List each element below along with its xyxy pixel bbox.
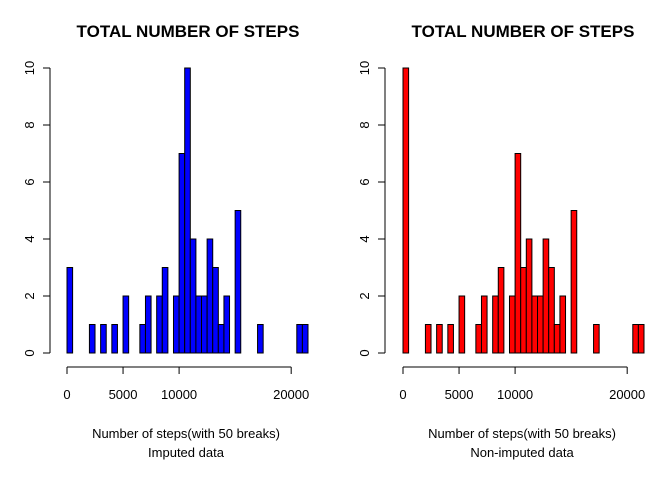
histogram-bar — [301, 324, 309, 354]
y-axis: 0 2 4 6 8 10 — [357, 61, 386, 357]
y-axis: 0 2 4 6 8 10 — [22, 61, 51, 357]
histogram-bar — [458, 295, 466, 354]
histogram-panel-non-imputed: TOTAL NUMBER OF STEPS 0 2 4 6 8 10 0 5000 10000… — [357, 22, 645, 460]
y-tick-label: 10 — [22, 61, 37, 75]
chart-subtitle: Non-imputed data — [470, 445, 574, 460]
histogram-bar — [553, 324, 561, 354]
y-tick-label: 0 — [357, 349, 372, 356]
x-tick-label: 0 — [399, 387, 406, 402]
histogram-bar — [531, 295, 539, 354]
histogram-bar — [296, 324, 303, 354]
histogram-bar — [508, 295, 516, 354]
histogram-bar — [111, 324, 118, 354]
histogram-bar — [144, 295, 152, 354]
x-tick-label: 0 — [63, 387, 70, 402]
x-tick-label: 5000 — [109, 387, 138, 402]
chart-title: TOTAL NUMBER OF STEPS — [412, 22, 635, 41]
x-axis-label: Number of steps(with 50 breaks) — [92, 426, 280, 441]
histogram-bar — [402, 67, 410, 354]
x-axis-label: Number of steps(with 50 breaks) — [428, 426, 616, 441]
y-tick-label: 8 — [357, 121, 372, 128]
bar-group — [402, 67, 645, 354]
histogram-bar — [542, 238, 550, 354]
x-tick-label: 20000 — [609, 387, 645, 402]
histogram-bar — [480, 295, 488, 354]
histogram-bar — [570, 210, 578, 354]
x-axis: 0 5000 10000 20000 — [399, 366, 645, 402]
chart-subtitle: Imputed data — [148, 445, 225, 460]
y-tick-label: 4 — [357, 235, 372, 242]
histogram-bar — [100, 324, 107, 354]
histogram-bar — [161, 267, 169, 354]
histogram-bar — [424, 324, 432, 354]
histogram-bar — [88, 324, 96, 354]
histogram-bar — [201, 295, 208, 354]
y-tick-label: 2 — [22, 292, 37, 299]
y-tick-label: 10 — [357, 61, 372, 75]
histogram-bar — [525, 238, 533, 354]
histogram-bar — [217, 324, 225, 354]
y-tick-label: 6 — [22, 178, 37, 185]
histogram-bar — [537, 295, 544, 354]
histogram-bar — [497, 267, 505, 354]
histogram-bar — [195, 295, 203, 354]
histogram-bar — [520, 267, 527, 354]
chart-title: TOTAL NUMBER OF STEPS — [77, 22, 300, 41]
histogram-bar — [514, 153, 522, 354]
histogram-bar — [223, 295, 231, 354]
histogram-bar — [212, 267, 219, 354]
y-tick-label: 0 — [22, 349, 37, 356]
histogram-bar — [66, 267, 74, 354]
x-tick-label: 10000 — [497, 387, 533, 402]
histogram-bar — [637, 324, 645, 354]
histogram-bar — [436, 324, 443, 354]
histogram-panel-imputed: TOTAL NUMBER OF STEPS 0 2 4 6 8 10 0 5000 10000… — [22, 22, 309, 460]
histogram-bar — [178, 153, 186, 354]
x-tick-label: 20000 — [273, 387, 309, 402]
histogram-bar — [139, 324, 146, 354]
histogram-bar — [559, 295, 567, 354]
histogram-bar — [172, 295, 180, 354]
y-tick-label: 8 — [22, 121, 37, 128]
histogram-bar — [156, 295, 163, 354]
histogram-bar — [492, 295, 499, 354]
x-tick-label: 10000 — [161, 387, 197, 402]
y-tick-label: 6 — [357, 178, 372, 185]
histogram-bar — [206, 238, 214, 354]
histogram-bar — [632, 324, 639, 354]
histogram-bar — [548, 267, 555, 354]
histogram-bar — [234, 210, 242, 354]
x-axis: 0 5000 10000 20000 — [63, 366, 309, 402]
x-tick-label: 5000 — [445, 387, 474, 402]
histogram-bar — [447, 324, 454, 354]
histogram-bar — [122, 295, 130, 354]
y-tick-label: 2 — [357, 292, 372, 299]
bar-group — [66, 67, 309, 354]
histogram-bar — [475, 324, 482, 354]
y-tick-label: 4 — [22, 235, 37, 242]
histogram-bar — [593, 324, 600, 354]
histogram-bar — [257, 324, 264, 354]
histogram-bar — [184, 67, 191, 354]
histogram-bar — [189, 238, 197, 354]
